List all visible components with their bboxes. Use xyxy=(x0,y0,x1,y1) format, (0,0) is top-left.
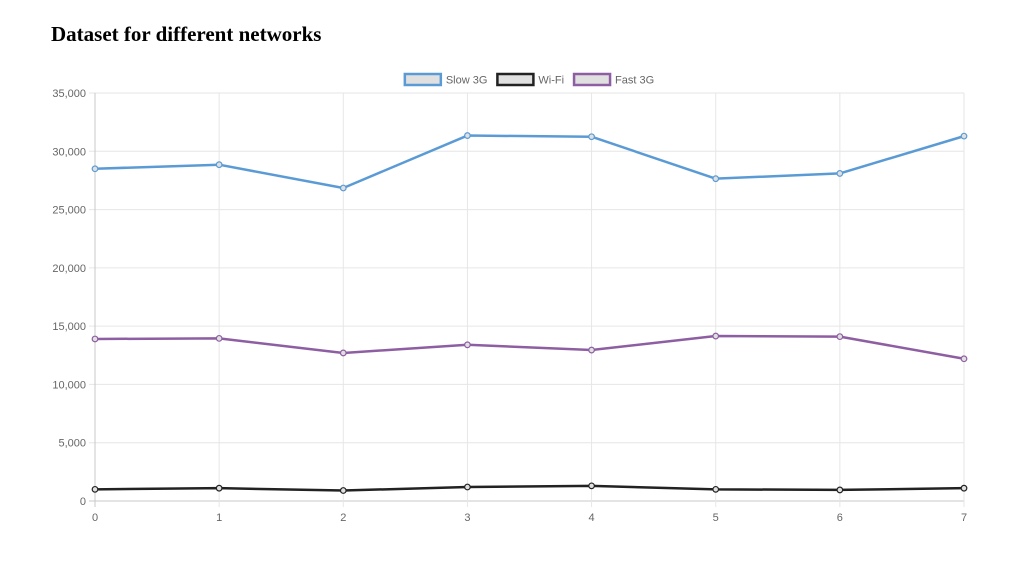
data-point xyxy=(712,175,720,183)
page-title: Dataset for different networks xyxy=(51,22,322,46)
series-line xyxy=(93,484,966,492)
data-point xyxy=(339,184,347,192)
data-point xyxy=(339,487,347,494)
data-point xyxy=(836,333,844,341)
y-tick-label: 35,000 xyxy=(52,88,86,100)
y-tick-label: 30,000 xyxy=(52,146,86,158)
data-point xyxy=(836,486,844,494)
legend-label: Wi-Fi xyxy=(538,75,564,87)
data-point xyxy=(836,170,844,177)
data-point xyxy=(712,332,720,340)
chart-series xyxy=(91,132,968,494)
data-point xyxy=(960,132,968,140)
y-tick-label: 5,000 xyxy=(58,438,86,450)
x-tick-label: 4 xyxy=(589,512,595,524)
data-point xyxy=(215,161,223,169)
series-line xyxy=(93,134,966,190)
legend-swatch xyxy=(496,72,535,87)
x-tick-label: 1 xyxy=(216,512,222,524)
legend-swatch xyxy=(403,72,443,87)
y-tick-label: 10,000 xyxy=(52,379,86,391)
data-point xyxy=(464,341,471,349)
data-point xyxy=(464,132,471,139)
y-tick-label: 0 xyxy=(80,496,86,508)
legend-swatch xyxy=(572,72,612,87)
x-tick-label: 3 xyxy=(464,512,470,524)
y-tick-label: 15,000 xyxy=(52,321,86,333)
chart-axes: 0 5,000 10,000 15,000 20,000 25,000 30,000 35,0… xyxy=(52,88,967,524)
data-point xyxy=(91,165,99,173)
data-point xyxy=(960,355,968,363)
data-point xyxy=(588,346,595,354)
x-tick-label: 0 xyxy=(92,512,98,524)
series-line xyxy=(93,334,966,361)
y-tick-label: 20,000 xyxy=(52,263,86,275)
data-point xyxy=(215,334,223,342)
data-point xyxy=(215,484,223,492)
x-tick-label: 5 xyxy=(713,512,719,524)
data-point xyxy=(960,484,968,492)
data-point xyxy=(712,485,720,493)
legend-label: Slow 3G xyxy=(446,75,488,87)
x-tick-label: 2 xyxy=(340,512,346,524)
x-tick-label: 6 xyxy=(837,512,843,524)
data-point xyxy=(464,483,471,491)
data-point xyxy=(91,335,99,343)
data-point xyxy=(339,349,347,357)
data-point xyxy=(588,482,595,490)
data-point xyxy=(588,133,595,141)
data-point xyxy=(91,485,99,493)
y-tick-label: 25,000 xyxy=(52,205,86,217)
legend-label: Fast 3G xyxy=(615,75,654,87)
chart-grid xyxy=(89,92,965,507)
x-tick-label: 7 xyxy=(961,512,967,524)
chart-legend: Slow 3G Wi-Fi Fast 3G xyxy=(403,72,654,87)
